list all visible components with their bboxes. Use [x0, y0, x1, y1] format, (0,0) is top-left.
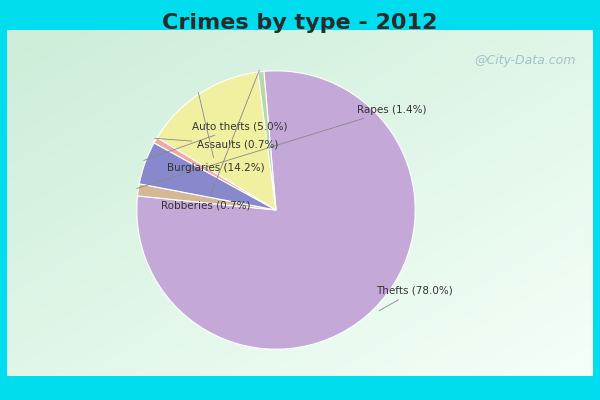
- Text: Assaults (0.7%): Assaults (0.7%): [155, 138, 279, 150]
- Text: Auto thefts (5.0%): Auto thefts (5.0%): [144, 122, 287, 160]
- Wedge shape: [137, 184, 276, 210]
- Text: Burglaries (14.2%): Burglaries (14.2%): [167, 92, 265, 173]
- Text: Crimes by type - 2012: Crimes by type - 2012: [163, 13, 437, 33]
- Wedge shape: [157, 72, 276, 210]
- Wedge shape: [139, 143, 276, 210]
- Text: Robberies (0.7%): Robberies (0.7%): [161, 70, 259, 211]
- Text: Thefts (78.0%): Thefts (78.0%): [376, 286, 453, 311]
- Text: Rapes (1.4%): Rapes (1.4%): [137, 105, 426, 188]
- Wedge shape: [258, 71, 276, 210]
- Text: @City-Data.com: @City-Data.com: [474, 54, 575, 67]
- Wedge shape: [154, 138, 276, 210]
- Wedge shape: [137, 71, 415, 349]
